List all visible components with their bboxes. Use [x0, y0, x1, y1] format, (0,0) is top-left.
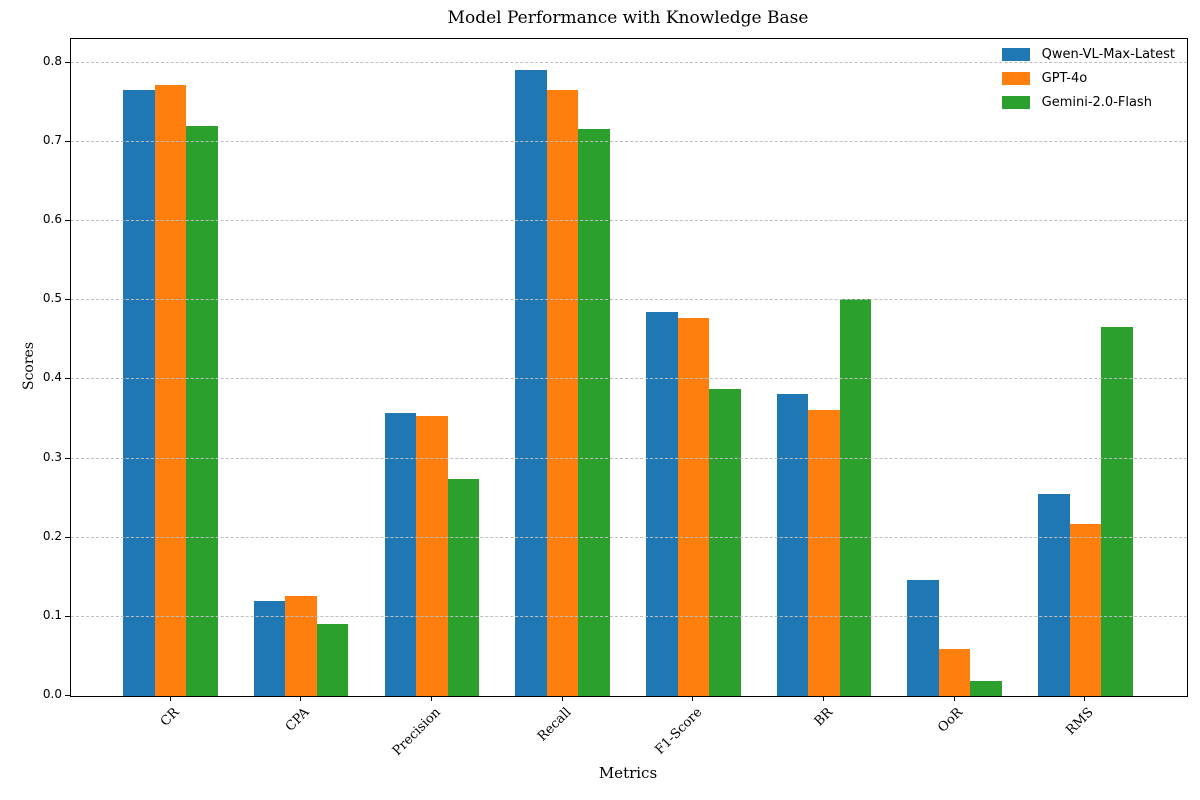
bar-rms-qwen-vl-max-latest: [1038, 494, 1070, 696]
x-tick-mark: [692, 696, 694, 701]
x-tick-mark: [953, 696, 955, 701]
legend-swatch: [1001, 96, 1030, 109]
bar-oor-gemini-2-0-flash: [970, 680, 1002, 696]
y-tick-label: 0.7: [42, 132, 62, 147]
bar-recall-qwen-vl-max-latest: [515, 69, 547, 696]
legend-item: Qwen-VL-Max-Latest: [1001, 47, 1175, 62]
legend-swatch: [1001, 48, 1030, 61]
legend-item: Gemini-2.0-Flash: [1001, 95, 1175, 110]
x-tick-mark: [823, 696, 824, 701]
x-tick-mark: [1084, 696, 1086, 701]
bar-f1-score-qwen-vl-max-latest: [646, 312, 678, 696]
y-tick-mark: [65, 220, 70, 222]
bar-br-qwen-vl-max-latest: [776, 393, 809, 696]
legend-label: GPT-4o: [1041, 71, 1088, 86]
bar-precision-gpt-4o: [416, 415, 448, 696]
bar-cr-gpt-4o: [154, 84, 187, 696]
bar-oor-gpt-4o: [938, 649, 971, 696]
y-tick-label: 0.0: [42, 687, 62, 701]
gridline: [71, 220, 1187, 222]
y-tick-label: 0.6: [42, 212, 62, 227]
gridline: [71, 299, 1187, 301]
plot-area: Qwen-VL-Max-Latest GPT-4o Gemini-2.0-Flash: [70, 38, 1188, 697]
bar-cpa-gemini-2-0-flash: [316, 623, 349, 696]
legend-swatch: [1001, 72, 1030, 85]
bar-f1-score-gpt-4o: [677, 318, 710, 696]
legend: Qwen-VL-Max-Latest GPT-4o Gemini-2.0-Flash: [1001, 47, 1175, 110]
bar-oor-qwen-vl-max-latest: [907, 579, 939, 696]
bar-rms-gemini-2-0-flash: [1101, 327, 1133, 696]
bar-f1-score-gemini-2-0-flash: [709, 388, 741, 696]
bar-rms-gpt-4o: [1069, 524, 1102, 696]
x-tick-mark: [430, 696, 432, 701]
y-tick-mark: [65, 536, 70, 538]
x-axis-title: Metrics: [598, 764, 658, 782]
bar-recall-gpt-4o: [546, 89, 579, 696]
gridline: [71, 140, 1187, 142]
y-tick-mark: [65, 457, 70, 459]
y-tick-label: 0.8: [42, 53, 62, 68]
bar-recall-gemini-2-0-flash: [578, 129, 610, 696]
y-tick-mark: [65, 140, 70, 142]
x-tick-mark: [300, 696, 302, 701]
bar-br-gemini-2-0-flash: [839, 299, 872, 696]
legend-label: Qwen-VL-Max-Latest: [1041, 47, 1175, 62]
legend-label: Gemini-2.0-Flash: [1041, 95, 1152, 110]
y-tick-mark: [65, 61, 70, 63]
bar-cr-qwen-vl-max-latest: [123, 90, 155, 696]
bar-br-gpt-4o: [808, 410, 840, 696]
bar-cpa-qwen-vl-max-latest: [253, 601, 286, 696]
y-tick-label: 0.4: [42, 370, 62, 385]
y-tick-mark: [65, 695, 70, 696]
y-tick-label: 0.3: [42, 449, 62, 464]
y-tick-mark: [65, 378, 70, 380]
gridline: [71, 457, 1187, 459]
x-tick-mark: [169, 696, 171, 701]
bar-cpa-gpt-4o: [285, 596, 317, 696]
y-tick-label: 0.2: [42, 528, 62, 543]
y-tick-label: 0.5: [42, 291, 62, 306]
y-tick-mark: [65, 615, 70, 617]
gridline: [71, 378, 1187, 380]
x-tick-mark: [561, 696, 563, 701]
y-tick-mark: [65, 299, 70, 301]
bar-cr-gemini-2-0-flash: [186, 126, 218, 696]
bar-precision-gemini-2-0-flash: [447, 479, 480, 696]
legend-item: GPT-4o: [1001, 71, 1175, 86]
gridline: [71, 615, 1187, 617]
chart-title: Model Performance with Knowledge Base: [447, 8, 809, 28]
bar-precision-qwen-vl-max-latest: [384, 412, 417, 696]
y-tick-label: 0.1: [42, 607, 62, 622]
gridline: [71, 536, 1187, 538]
